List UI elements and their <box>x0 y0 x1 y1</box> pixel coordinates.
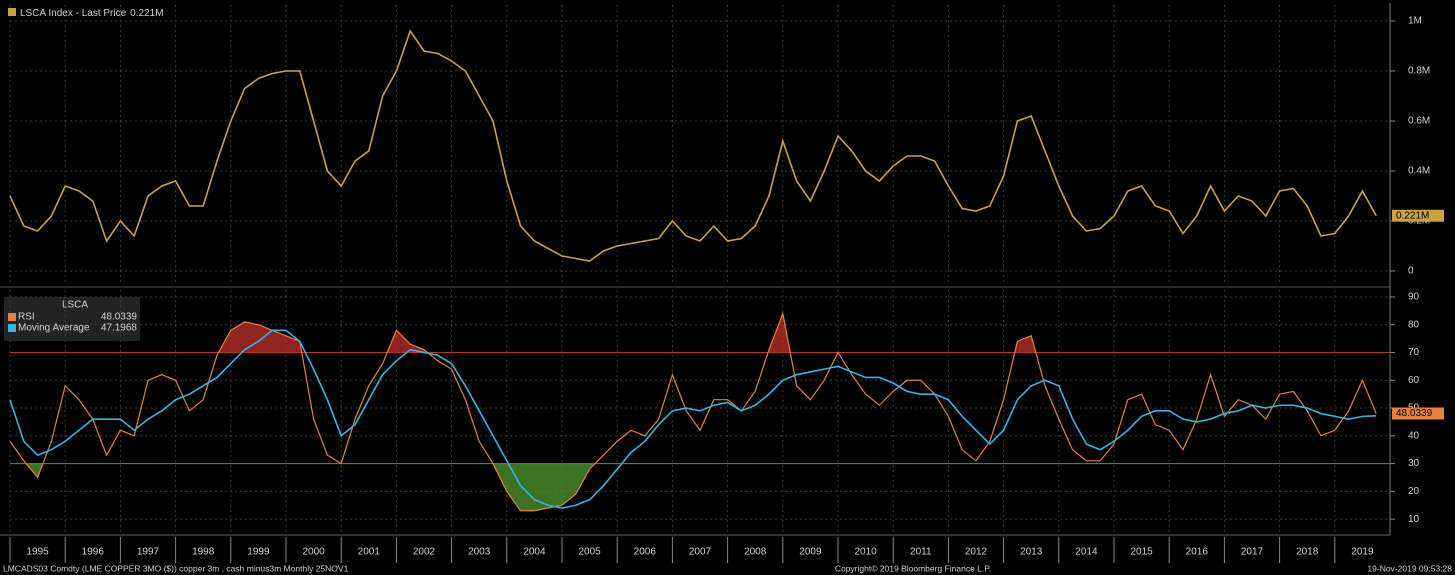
legend-swatch <box>8 324 16 332</box>
last-value-label: 0.221M <box>1396 210 1429 221</box>
x-tick-label: 1995 <box>26 547 49 558</box>
y-tick-label: 20 <box>1408 486 1420 497</box>
footer-center: Copyright© 2019 Bloomberg Finance L.P. <box>835 563 991 573</box>
legend-value: 48.0339 <box>101 312 138 323</box>
x-tick-label: 2018 <box>1296 547 1319 558</box>
x-tick-label: 2019 <box>1351 547 1374 558</box>
x-tick-label: 2005 <box>578 547 601 558</box>
legend-name: RSI <box>18 312 35 323</box>
x-tick-label: 2009 <box>799 547 822 558</box>
x-tick-label: 1999 <box>247 547 270 558</box>
x-tick-label: 2008 <box>744 547 767 558</box>
x-tick-label: 1996 <box>82 547 105 558</box>
legend-name: LSCA Index - Last Price <box>20 8 127 19</box>
x-tick-label: 2000 <box>302 547 325 558</box>
y-tick-label: 70 <box>1408 347 1420 358</box>
series-line <box>9 311 1377 512</box>
x-tick-label: 2011 <box>910 547 932 558</box>
x-tick-label: 2014 <box>1075 547 1098 558</box>
x-tick-label: 2002 <box>413 547 436 558</box>
legend-name: Moving Average <box>18 323 90 334</box>
series-line <box>9 329 1377 509</box>
legend-value: 47.1968 <box>101 323 138 334</box>
x-tick-label: 1998 <box>192 547 215 558</box>
x-tick-label: 2006 <box>634 547 657 558</box>
footer-left: LMCADS03 Comdty (LME COPPER 3MO ($)) cop… <box>3 563 349 573</box>
x-tick-label: 2003 <box>468 547 491 558</box>
legend-text: LSCA Index - Last Price 0.221M <box>20 8 164 19</box>
last-value-flag <box>1392 209 1444 222</box>
x-tick-label: 1997 <box>137 547 160 558</box>
legend-box <box>4 297 140 341</box>
y-tick-label: 80 <box>1408 319 1420 330</box>
x-tick-label: 2004 <box>523 547 546 558</box>
y-tick-label: 0.6M <box>1408 116 1430 127</box>
x-tick-label: 2017 <box>1241 547 1264 558</box>
legend-swatch <box>8 313 16 321</box>
last-value-label: 48.0339 <box>1396 408 1433 419</box>
y-tick-label: 0.8M <box>1408 66 1430 77</box>
legend-swatch <box>8 8 16 16</box>
last-value-flag <box>1392 407 1444 420</box>
x-tick-label: 2016 <box>1186 547 1209 558</box>
y-tick-label: 60 <box>1408 375 1420 386</box>
x-tick-label: 2010 <box>854 547 877 558</box>
overbought-fill <box>218 313 1036 353</box>
x-tick-label: 2012 <box>965 547 988 558</box>
x-tick-label: 2007 <box>689 547 712 558</box>
y-tick-label: 0 <box>1408 266 1414 277</box>
y-tick-label: 10 <box>1408 514 1420 525</box>
x-tick-label: 2001 <box>358 547 381 558</box>
series-line <box>9 29 1377 262</box>
legend-value: 0.221M <box>130 8 163 19</box>
y-tick-label: 0.4M <box>1408 166 1430 177</box>
y-tick-label: 40 <box>1408 430 1420 441</box>
y-tick-label: 30 <box>1408 458 1420 469</box>
footer-right: 19-Nov-2019 09:53:28 <box>1367 563 1452 573</box>
x-tick-label: 2015 <box>1130 547 1153 558</box>
y-tick-label: 90 <box>1408 292 1420 303</box>
legend-title: LSCA <box>62 300 88 311</box>
x-tick-label: 2013 <box>1020 547 1043 558</box>
y-tick-label: 1M <box>1408 16 1422 27</box>
